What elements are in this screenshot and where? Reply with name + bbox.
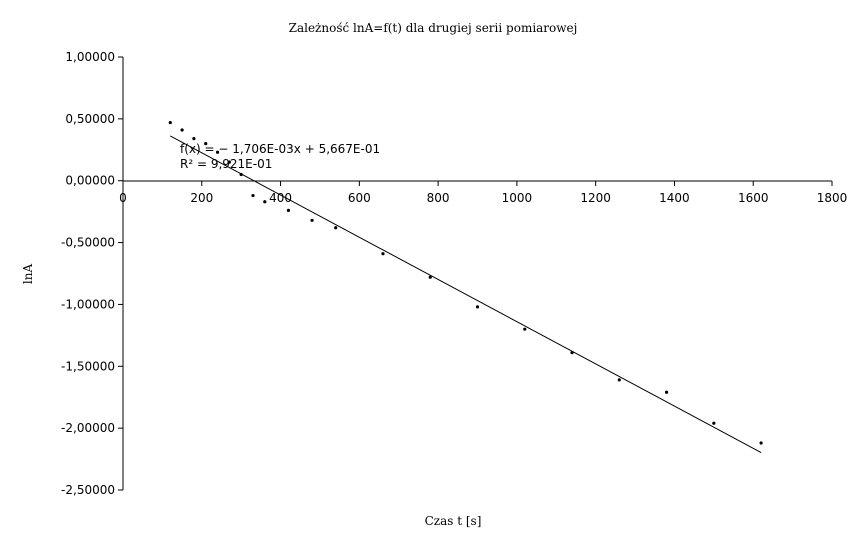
y-tick-label: -0,50000 [61,236,115,250]
chart-title: Zależność lnA=f(t) dla drugiej serii pom… [289,21,578,35]
data-point [310,218,314,222]
r-squared-label: R² = 9,921E-01 [180,157,272,171]
y-tick-label: -2,00000 [61,421,115,435]
data-point [168,120,172,125]
data-point [192,137,196,141]
data-point [381,252,385,256]
data-point [475,305,480,309]
data-point [570,351,574,355]
data-point [712,421,716,425]
y-axis: 1,00000 0,50000 0,00000 -0,50000 -1,00000 -1,… [61,50,124,497]
x-tick-label: 1800 [817,191,848,205]
x-tick-label: 1600 [738,191,769,205]
data-point [759,441,763,445]
trendline-layer [170,135,762,453]
data-point [617,378,621,382]
data-point [523,327,527,331]
data-point [286,208,291,213]
x-axis: 0 200 400 600 800 1000 1200 1400 1600 1800 [119,180,848,205]
data-point [180,128,184,132]
points-layer [168,120,763,445]
y-tick-label: -2,50000 [61,483,115,497]
y-tick-label: -1,50000 [61,359,115,373]
data-point [334,226,338,230]
x-tick-label: 400 [269,191,292,205]
x-axis-label: Czas t [s] [425,514,482,528]
x-tick-label: 800 [427,191,450,205]
x-tick-label: 200 [190,191,213,205]
data-point [215,150,220,154]
data-point [251,193,255,198]
y-tick-label: 0,00000 [65,174,115,188]
x-tick-label: 1400 [659,191,690,205]
x-tick-label: 600 [348,191,371,205]
x-tick-label: 1000 [502,191,533,205]
data-point [239,172,243,177]
trendline [170,135,762,453]
data-point [664,390,669,394]
x-tick-label: 0 [119,191,127,205]
data-point [428,275,432,279]
trendline-equation: f(x) = − 1,706E-03x + 5,667E-01 [180,142,380,156]
y-axis-label: lnA [21,264,35,285]
y-tick-label: -1,00000 [61,297,115,311]
data-point [227,160,231,164]
x-tick-label: 1200 [580,191,611,205]
data-point [204,142,208,146]
y-tick-label: 0,50000 [65,112,115,126]
y-tick-label: 1,00000 [65,50,115,64]
data-point [263,200,267,204]
